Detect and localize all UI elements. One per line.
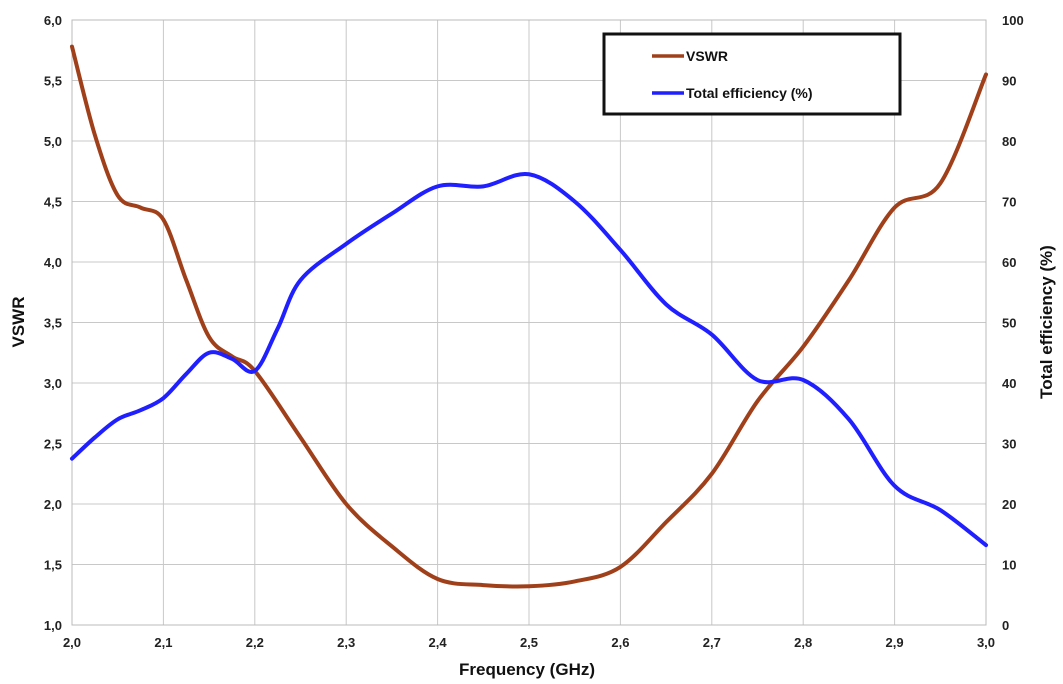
x-axis-ticks: 2,0 2,1 2,2 2,3 2,4 2,5 2,6 2,7 2,8 2,9 3,0	[63, 635, 995, 650]
x-tick-label: 2,6	[611, 635, 629, 650]
y-right-tick-label: 50	[1002, 316, 1016, 331]
x-tick-label: 2,4	[429, 635, 448, 650]
y-left-tick-label: 5,5	[44, 74, 62, 89]
y-left-tick-label: 1,0	[44, 618, 62, 633]
series-group	[70, 44, 988, 589]
x-tick-label: 2,0	[63, 635, 81, 650]
y-left-tick-label: 2,5	[44, 437, 62, 452]
y-left-tick-label: 3,5	[44, 316, 62, 331]
y-left-tick-label: 2,0	[44, 497, 62, 512]
y-right-axis-title: Total efficiency (%)	[1037, 245, 1056, 399]
y-right-tick-label: 60	[1002, 255, 1016, 270]
legend-label-efficiency: Total efficiency (%)	[686, 85, 813, 101]
y-right-axis-ticks: 0 10 20 30 40 50 60 70 80 90 100	[1002, 13, 1024, 633]
y-left-tick-label: 1,5	[44, 558, 62, 573]
legend: VSWR Total efficiency (%)	[602, 32, 902, 116]
y-right-tick-label: 80	[1002, 134, 1016, 149]
y-right-tick-label: 30	[1002, 437, 1016, 452]
y-right-tick-label: 70	[1002, 195, 1016, 210]
y-left-axis-ticks: 1,0 1,5 2,0 2,5 3,0 3,5 4,0 4,5 5,0 5,5 6,0	[44, 13, 62, 633]
plot-border	[71, 19, 987, 626]
x-axis-title: Frequency (GHz)	[459, 660, 595, 679]
y-left-tick-label: 3,0	[44, 376, 62, 391]
y-right-tick-label: 100	[1002, 13, 1024, 28]
x-tick-label: 2,3	[337, 635, 355, 650]
y-left-tick-label: 5,0	[44, 134, 62, 149]
x-tick-label: 3,0	[977, 635, 995, 650]
x-tick-label: 2,1	[154, 635, 172, 650]
x-tick-label: 2,2	[246, 635, 264, 650]
x-tick-label: 2,5	[520, 635, 538, 650]
y-left-tick-label: 6,0	[44, 13, 62, 28]
x-tick-label: 2,9	[886, 635, 904, 650]
y-right-tick-label: 40	[1002, 376, 1016, 391]
y-left-axis-title: VSWR	[9, 297, 28, 348]
y-right-tick-label: 90	[1002, 74, 1016, 89]
legend-label-vswr: VSWR	[686, 48, 728, 64]
y-right-tick-label: 20	[1002, 497, 1016, 512]
y-right-tick-label: 10	[1002, 558, 1016, 573]
x-tick-label: 2,8	[794, 635, 812, 650]
vswr-line	[70, 44, 988, 589]
y-left-tick-label: 4,0	[44, 255, 62, 270]
legend-box	[602, 32, 902, 116]
efficiency-line	[70, 171, 988, 548]
y-right-tick-label: 0	[1002, 618, 1009, 633]
y-left-tick-label: 4,5	[44, 195, 62, 210]
x-tick-label: 2,7	[703, 635, 721, 650]
